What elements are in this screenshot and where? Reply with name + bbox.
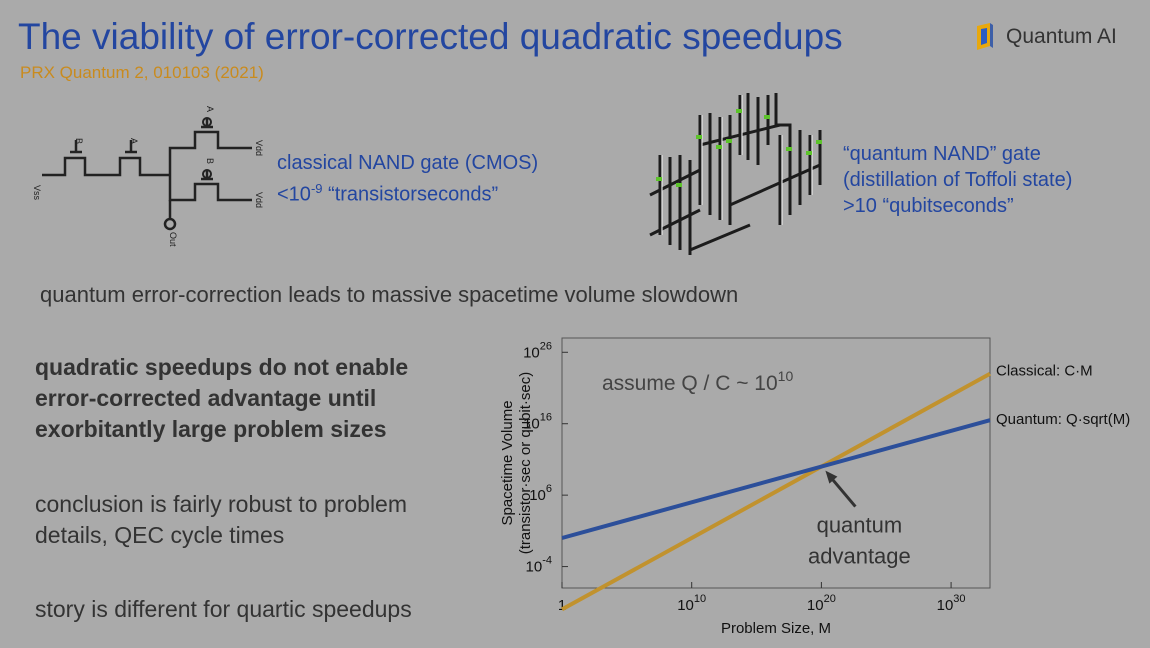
vss-label: Vss [32, 185, 42, 201]
quantum-series-label: Quantum: Q·sqrt(M) [996, 411, 1130, 428]
main-statement: quantum error-correction leads to massiv… [40, 282, 739, 307]
slide-title: The viability of error-corrected quadrat… [18, 16, 843, 57]
x-tick-label: 1010 [677, 593, 706, 614]
robust-point-line: details, QEC cycle times [35, 522, 285, 548]
quantum-gate-caption: “quantum NAND” gate (distillation of Tof… [843, 141, 1072, 219]
classical-gate-caption: classical NAND gate (CMOS) <10-9 “transi… [277, 150, 538, 208]
vdd-label-bottom: Vdd [254, 192, 264, 208]
classical-series-line [561, 371, 991, 612]
brand-name: Quantum AI [1006, 25, 1117, 48]
citation: PRX Quantum 2, 010103 (2021) [20, 63, 264, 82]
b-input-label: B [74, 138, 84, 144]
series-lines: Classical: C·M Quantum: Q·sqrt(M) [561, 363, 1130, 612]
x-tick-label: 1030 [937, 593, 966, 614]
advantage-annotation: quantum advantage [808, 470, 911, 569]
y-tick-label: 10-4 [526, 555, 552, 576]
a-input-label: A [129, 138, 139, 144]
classical-caption-line2: <10-9 “transistorseconds” [277, 181, 499, 206]
y-axis-label-line2: (transistor·sec or qubit·sec) [517, 372, 534, 555]
quantum-series-line [561, 418, 991, 540]
b-input-label-pmos: B [205, 158, 215, 164]
a-input-label-pmos: A [205, 106, 215, 112]
robust-point-line: conclusion is fairly robust to problem [35, 491, 407, 517]
x-tick-label: 1020 [807, 593, 836, 614]
x-axis-label: Problem Size, M [721, 620, 831, 637]
assumption-annotation: assume Q / C ~ 1010 [602, 368, 793, 395]
classical-caption-line1: classical NAND gate (CMOS) [277, 152, 539, 174]
quantum-ai-logo-icon [977, 23, 993, 50]
quantum-caption-line1: “quantum NAND” gate [843, 143, 1041, 165]
x-tick-label: 1 [558, 597, 566, 614]
bold-point-line: quadratic speedups do not enable [35, 354, 409, 380]
brand-logo: Quantum AI [974, 22, 1117, 52]
bold-point-line: exorbitantly large problem sizes [35, 416, 387, 442]
classical-series-label: Classical: C·M [996, 363, 1093, 380]
quantum-caption-line2: (distillation of Toffoli state) [843, 169, 1073, 191]
robustness-point: conclusion is fairly robust to problem d… [35, 489, 407, 551]
quantum-caption-line3: >10 “qubitseconds” [843, 195, 1014, 217]
vdd-label-top: Vdd [254, 140, 264, 156]
plot-frame [561, 337, 991, 589]
bold-point-line: error-corrected advantage until [35, 385, 377, 411]
out-label: Out [168, 232, 178, 247]
advantage-label-line: advantage [808, 544, 911, 569]
y-axis-label-line1: Spacetime Volume [499, 400, 516, 525]
toffoli-distillation-structure-illustration [649, 93, 822, 255]
quartic-point: story is different for quartic speedups [35, 596, 412, 622]
y-tick-label: 1026 [523, 340, 552, 361]
key-point-bold: quadratic speedups do not enable error-c… [35, 352, 408, 445]
advantage-label-line: quantum [817, 513, 903, 538]
advantage-arrow-head [825, 470, 838, 484]
cmos-nand-circuit-diagram: Vss Vdd Vdd B A A B Out [32, 106, 264, 247]
